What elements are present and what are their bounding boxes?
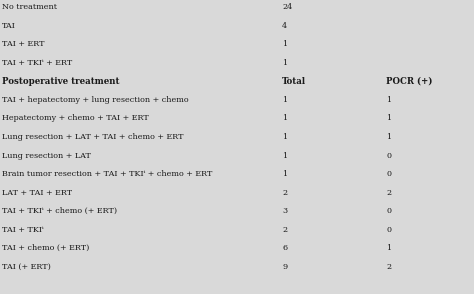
Text: 6: 6 <box>282 244 287 252</box>
Text: TAI + TKIⁱ + chemo (+ ERT): TAI + TKIⁱ + chemo (+ ERT) <box>2 207 118 215</box>
Text: 1: 1 <box>386 114 392 123</box>
Text: No treatment: No treatment <box>2 3 57 11</box>
Text: 24: 24 <box>282 3 292 11</box>
Text: 1: 1 <box>282 96 287 104</box>
Text: TAI (+ ERT): TAI (+ ERT) <box>2 263 51 271</box>
Text: 9: 9 <box>282 263 287 271</box>
Text: 1: 1 <box>386 96 392 104</box>
Text: 1: 1 <box>282 170 287 178</box>
Text: 1: 1 <box>386 133 392 141</box>
Text: Lung resection + LAT: Lung resection + LAT <box>2 151 91 160</box>
Text: 3: 3 <box>282 207 287 215</box>
Text: 4: 4 <box>282 22 287 30</box>
Text: Hepatectomy + chemo + TAI + ERT: Hepatectomy + chemo + TAI + ERT <box>2 114 149 123</box>
Text: 0: 0 <box>386 225 392 234</box>
Text: 0: 0 <box>386 170 392 178</box>
Text: TAI + ERT: TAI + ERT <box>2 40 45 49</box>
Text: 2: 2 <box>386 188 392 197</box>
Text: Postoperative treatment: Postoperative treatment <box>2 77 120 86</box>
Text: 1: 1 <box>282 59 287 67</box>
Text: POCR (+): POCR (+) <box>386 77 433 86</box>
Text: 2: 2 <box>282 225 287 234</box>
Text: 0: 0 <box>386 151 392 160</box>
Text: 1: 1 <box>282 114 287 123</box>
Text: 2: 2 <box>282 188 287 197</box>
Text: 0: 0 <box>386 207 392 215</box>
Text: TAI + chemo (+ ERT): TAI + chemo (+ ERT) <box>2 244 90 252</box>
Text: 1: 1 <box>282 133 287 141</box>
Text: Total: Total <box>282 77 306 86</box>
Text: LAT + TAI + ERT: LAT + TAI + ERT <box>2 188 73 197</box>
Text: 2: 2 <box>386 263 392 271</box>
Text: TAI + TKIⁱ + ERT: TAI + TKIⁱ + ERT <box>2 59 73 67</box>
Text: TAI + hepatectomy + lung resection + chemo: TAI + hepatectomy + lung resection + che… <box>2 96 189 104</box>
Text: 1: 1 <box>282 40 287 49</box>
Text: Brain tumor resection + TAI + TKIⁱ + chemo + ERT: Brain tumor resection + TAI + TKIⁱ + che… <box>2 170 213 178</box>
Text: TAI + TKIⁱ: TAI + TKIⁱ <box>2 225 44 234</box>
Text: TAI: TAI <box>2 22 16 30</box>
Text: 1: 1 <box>282 151 287 160</box>
Text: Lung resection + LAT + TAI + chemo + ERT: Lung resection + LAT + TAI + chemo + ERT <box>2 133 184 141</box>
Text: 1: 1 <box>386 244 392 252</box>
